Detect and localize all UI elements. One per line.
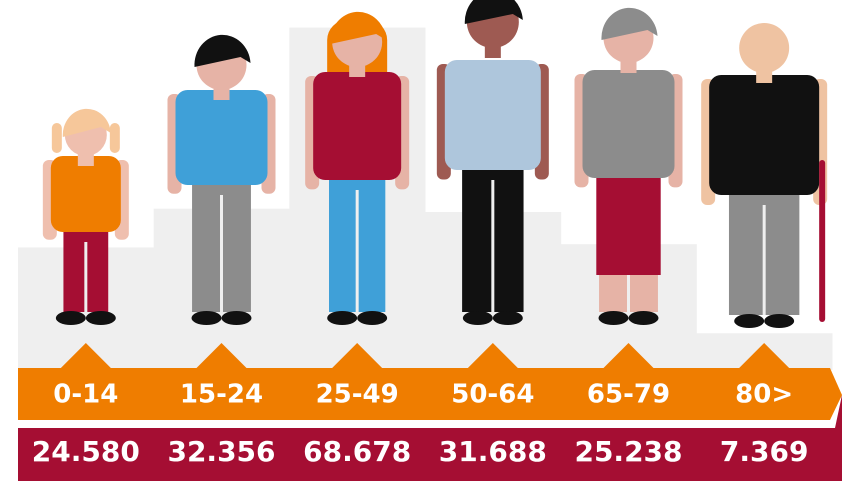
category-label: 0-14 <box>53 380 118 410</box>
value-label: 68.678 <box>303 435 411 468</box>
value-label: 32.356 <box>167 435 275 468</box>
value-band-fill <box>18 428 840 481</box>
shoe <box>86 311 116 325</box>
value-label: 25.238 <box>574 435 682 468</box>
category-label: 25-49 <box>316 380 399 410</box>
shoe <box>327 311 357 325</box>
cane <box>819 160 825 322</box>
shoe <box>599 311 629 325</box>
category-label: 50-64 <box>451 380 534 410</box>
pigtail <box>52 123 62 153</box>
category-label: 65-79 <box>587 380 670 410</box>
value-label: 31.688 <box>439 435 547 468</box>
shoe <box>56 311 86 325</box>
torso <box>709 75 819 195</box>
shoe <box>192 311 222 325</box>
shoe <box>222 311 252 325</box>
infographic: 0-14 15-24 25-49 50-64 65-79 80> 24.580 32.356 6… <box>0 0 845 481</box>
shoe <box>357 311 387 325</box>
shoe <box>764 314 794 328</box>
head <box>739 23 789 73</box>
person <box>701 23 827 328</box>
torso <box>445 60 541 170</box>
pigtail <box>110 123 120 153</box>
category-label: 15-24 <box>180 380 263 410</box>
torso <box>176 90 268 185</box>
torso <box>583 70 675 178</box>
shoe <box>629 311 659 325</box>
category-label: 80> <box>735 380 793 410</box>
value-label: 24.580 <box>32 435 140 468</box>
shoe <box>493 311 523 325</box>
shoe <box>734 314 764 328</box>
value-label: 7.369 <box>720 435 809 468</box>
torso <box>51 156 121 232</box>
shoe <box>463 311 493 325</box>
category-band <box>18 368 842 420</box>
torso <box>313 72 401 180</box>
